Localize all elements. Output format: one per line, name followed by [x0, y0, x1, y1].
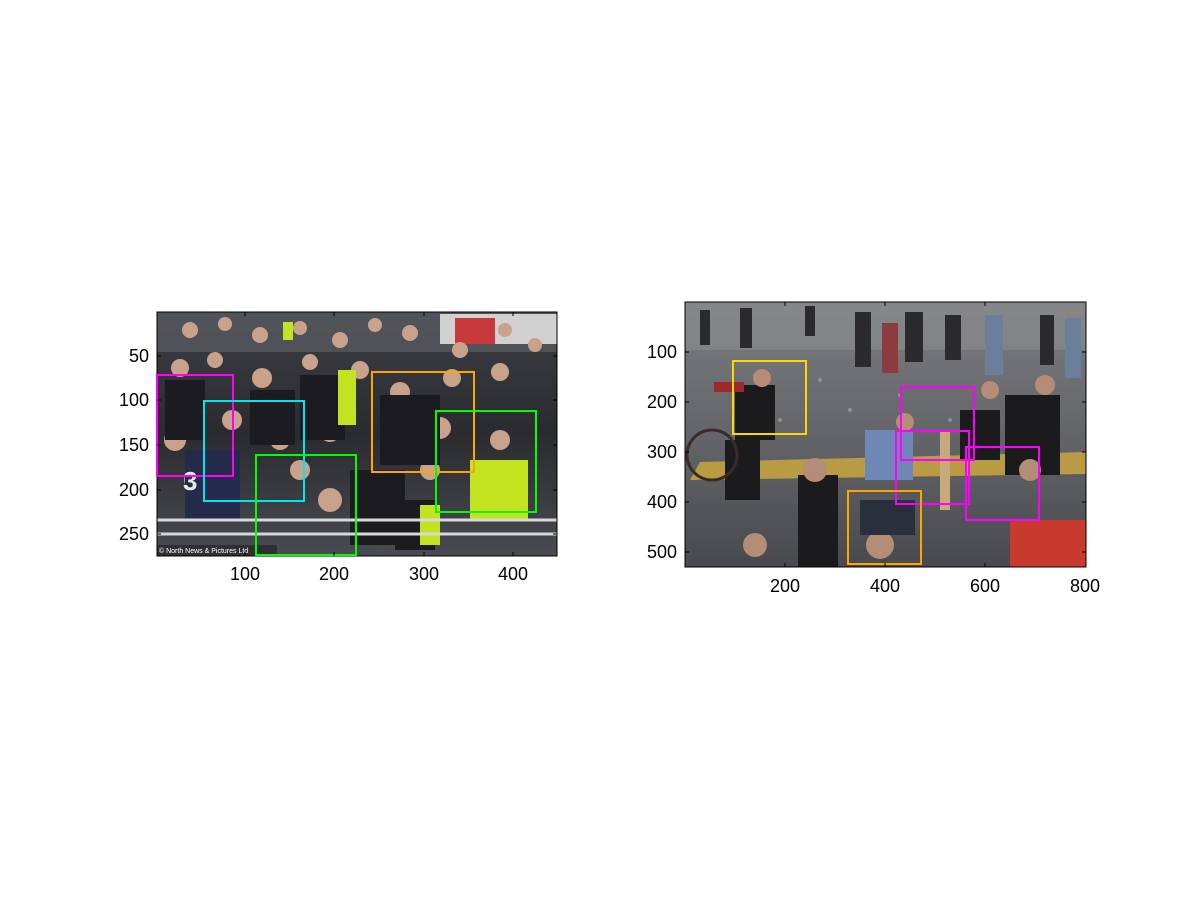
- right-xtick-label: 600: [970, 576, 1000, 596]
- right-ytick-label: 300: [647, 442, 677, 462]
- left-box-green-1: [255, 454, 357, 556]
- right-photo: [685, 302, 1086, 567]
- left-ytick-label: 150: [119, 435, 149, 455]
- left-box-cyan: [203, 400, 305, 502]
- right-ytick-label: 400: [647, 492, 677, 512]
- right-ytick-label: 200: [647, 392, 677, 412]
- right-box-magenta-1: [900, 386, 975, 461]
- left-ytick-label: 100: [119, 390, 149, 410]
- svg-text:3: 3: [183, 466, 197, 496]
- left-xtick-label: 300: [409, 564, 439, 584]
- right-ytick-label: 500: [647, 542, 677, 562]
- right-xtick-label: 800: [1070, 576, 1100, 596]
- right-box-magenta-2: [895, 430, 970, 505]
- left-xtick-label: 200: [319, 564, 349, 584]
- left-box-magenta: [156, 374, 234, 477]
- right-xtick-label: 400: [870, 576, 900, 596]
- right-xtick-label: 200: [770, 576, 800, 596]
- right-box-magenta-3: [965, 446, 1040, 521]
- left-xtick-label: 100: [230, 564, 260, 584]
- left-ytick-label: 250: [119, 524, 149, 544]
- right-ytick-label: 100: [647, 342, 677, 362]
- left-photo: 3 © North News & Pictures Ltd: [157, 312, 557, 556]
- left-ytick-label: 200: [119, 480, 149, 500]
- right-box-yellow: [732, 360, 807, 435]
- left-box-green-2: [435, 410, 537, 513]
- left-photo-credit: © North News & Pictures Ltd: [159, 547, 248, 555]
- left-box-orange: [371, 371, 475, 473]
- left-ytick-label: 50: [129, 346, 149, 366]
- left-xtick-label: 400: [498, 564, 528, 584]
